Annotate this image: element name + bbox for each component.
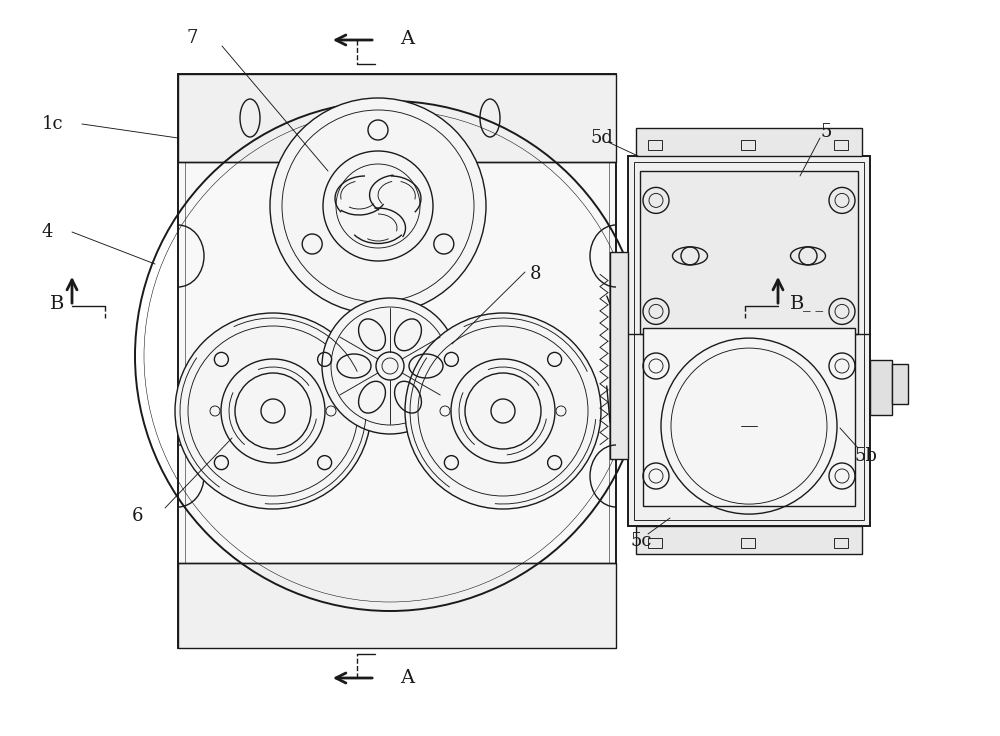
- Circle shape: [282, 110, 474, 302]
- Circle shape: [322, 298, 458, 434]
- Bar: [892, 364, 908, 404]
- Bar: [870, 360, 892, 415]
- Circle shape: [188, 326, 358, 496]
- Circle shape: [270, 98, 486, 314]
- Text: A: A: [400, 669, 414, 687]
- Text: 4: 4: [42, 223, 53, 241]
- Text: B: B: [50, 295, 64, 313]
- Circle shape: [418, 326, 588, 496]
- Bar: [648, 538, 662, 548]
- Circle shape: [405, 313, 601, 509]
- Bar: [628, 156, 870, 526]
- Text: 5d: 5d: [590, 129, 613, 147]
- Bar: [178, 74, 616, 162]
- Circle shape: [175, 313, 371, 509]
- Text: 5b: 5b: [855, 447, 878, 465]
- Bar: [178, 563, 616, 648]
- Text: 5c: 5c: [630, 532, 652, 550]
- Text: B: B: [790, 295, 804, 313]
- Text: 5: 5: [820, 123, 831, 141]
- Bar: [178, 74, 616, 648]
- Text: 6: 6: [132, 507, 144, 525]
- Bar: [741, 538, 755, 548]
- Bar: [834, 140, 848, 150]
- Bar: [610, 252, 628, 459]
- Bar: [648, 140, 662, 150]
- Text: A: A: [400, 30, 414, 48]
- Text: 7: 7: [186, 29, 197, 47]
- Bar: [643, 328, 855, 506]
- Bar: [834, 538, 848, 548]
- Bar: [741, 140, 755, 150]
- Text: 8: 8: [530, 265, 542, 283]
- Bar: [636, 526, 862, 554]
- Bar: [634, 162, 864, 520]
- Bar: [636, 128, 862, 156]
- Bar: [185, 81, 609, 641]
- Bar: [640, 171, 858, 333]
- Text: 1c: 1c: [42, 115, 64, 133]
- Text: _ _: _ _: [803, 297, 823, 311]
